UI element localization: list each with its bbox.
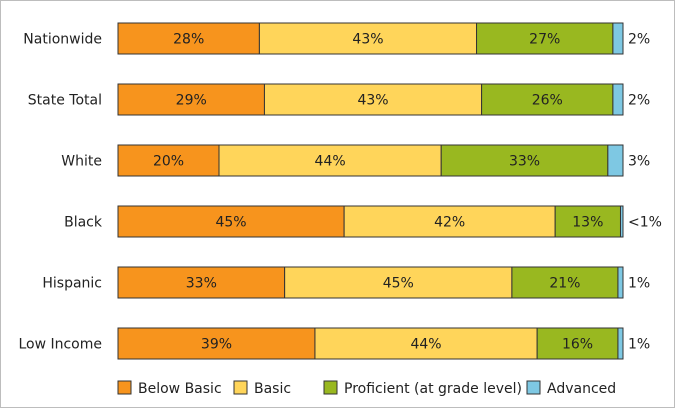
data-label-black-proficient-at-grade-level: 13%: [572, 215, 603, 231]
category-label-white: White: [61, 154, 102, 170]
legend-swatch-proficient-at-grade-level: [323, 380, 338, 395]
legend: Below Basic Basic Proficient (at grade lev…: [117, 380, 616, 397]
bar-hispanic-advanced: [617, 266, 624, 299]
legend-swatch-basic: [233, 380, 248, 395]
data-label-low-income-advanced: 1%: [628, 337, 650, 353]
category-labels: Nationwide State Total White Black Hispanic L…: [18, 32, 102, 353]
bar-black-advanced: [619, 205, 624, 238]
legend-label-basic: Basic: [254, 381, 291, 397]
data-label-low-income-below-basic: 39%: [201, 337, 232, 353]
bar-white-proficient-at-grade-level: [440, 144, 609, 177]
data-label-nationwide-proficient-at-grade-level: 27%: [529, 32, 560, 48]
data-label-nationwide-basic: 43%: [352, 32, 383, 48]
bar-state-total-proficient-at-grade-level: [481, 83, 614, 116]
legend-label-proficient-at-grade-level: Proficient (at grade level): [344, 381, 522, 397]
bar-nationwide-basic: [258, 22, 478, 55]
bar-nationwide-advanced: [612, 22, 624, 55]
bar-black-proficient-at-grade-level: [554, 205, 621, 238]
data-label-nationwide-advanced: 2%: [628, 32, 650, 48]
bar-white-advanced: [607, 144, 624, 177]
bars: 28% 43% 27% 2% 29% 43% 26% 2% 20% 44% 33% 3% 45% 42% 1…: [117, 22, 662, 360]
data-label-black-advanced: <1%: [628, 215, 662, 231]
data-label-hispanic-proficient-at-grade-level: 21%: [549, 276, 580, 292]
bar-hispanic-proficient-at-grade-level: [511, 266, 619, 299]
data-label-white-advanced: 3%: [628, 154, 650, 170]
bar-low-income-advanced: [617, 327, 624, 360]
data-label-white-below-basic: 20%: [153, 154, 184, 170]
data-label-hispanic-basic: 45%: [383, 276, 414, 292]
bar-hispanic-below-basic: [117, 266, 286, 299]
category-label-nationwide: Nationwide: [23, 32, 102, 48]
bar-low-income-proficient-at-grade-level: [536, 327, 619, 360]
legend-swatch-advanced: [526, 380, 541, 395]
legend-label-advanced: Advanced: [547, 381, 616, 397]
data-label-state-total-proficient-at-grade-level: 26%: [532, 93, 563, 109]
data-label-low-income-proficient-at-grade-level: 16%: [562, 337, 593, 353]
bar-black-basic: [343, 205, 556, 238]
bar-state-total-basic: [263, 83, 483, 116]
data-label-black-basic: 42%: [434, 215, 465, 231]
data-label-black-below-basic: 45%: [215, 215, 246, 231]
category-label-low-income: Low Income: [18, 337, 102, 353]
bar-black-below-basic: [117, 205, 345, 238]
data-label-white-basic: 44%: [315, 154, 346, 170]
data-label-white-proficient-at-grade-level: 33%: [509, 154, 540, 170]
data-label-state-total-advanced: 2%: [628, 93, 650, 109]
bar-state-total-below-basic: [117, 83, 265, 116]
legend-label-below-basic: Below Basic: [138, 381, 222, 397]
data-label-hispanic-advanced: 1%: [628, 276, 650, 292]
bar-white-basic: [218, 144, 442, 177]
bar-low-income-basic: [314, 327, 538, 360]
data-label-state-total-basic: 43%: [357, 93, 388, 109]
data-label-hispanic-below-basic: 33%: [186, 276, 217, 292]
data-label-nationwide-below-basic: 28%: [173, 32, 204, 48]
bar-state-total-advanced: [612, 83, 624, 116]
category-label-hispanic: Hispanic: [42, 276, 102, 292]
bar-white-below-basic: [117, 144, 220, 177]
data-label-low-income-basic: 44%: [410, 337, 441, 353]
bar-nationwide-below-basic: [117, 22, 260, 55]
category-label-state-total: State Total: [28, 93, 102, 109]
legend-swatch-below-basic: [117, 380, 132, 395]
bar-low-income-below-basic: [117, 327, 316, 360]
data-label-state-total-below-basic: 29%: [176, 93, 207, 109]
category-label-black: Black: [64, 215, 103, 231]
bar-hispanic-basic: [284, 266, 513, 299]
